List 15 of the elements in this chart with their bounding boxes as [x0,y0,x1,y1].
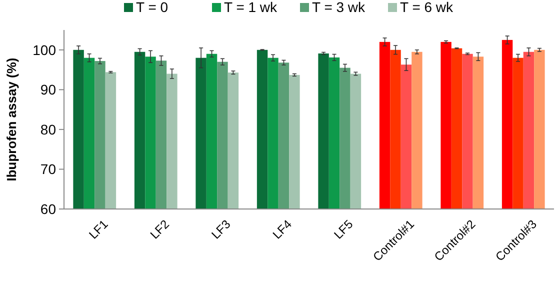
y-axis-title: Ibuprofen assay (%) [4,58,19,182]
legend-label: T = 6 wk [400,0,454,15]
y-tick-label: 70 [40,161,56,178]
x-tick-label: LF2 [147,216,172,242]
x-tick-label: LF3 [208,216,234,242]
y-tick-label: 90 [40,82,56,98]
legend-label: T = 0 [136,0,168,15]
x-tick-label: LF1 [86,216,111,242]
legend-label: T = 3 wk [312,0,366,15]
x-tick-label: LF4 [270,216,295,242]
y-tick-label: 100 [32,42,56,58]
y-tick-label: 80 [40,121,56,138]
x-tick-label: LF5 [331,216,356,242]
legend-label: T = 1 wk [224,0,278,15]
y-tick-label: 60 [40,200,56,217]
